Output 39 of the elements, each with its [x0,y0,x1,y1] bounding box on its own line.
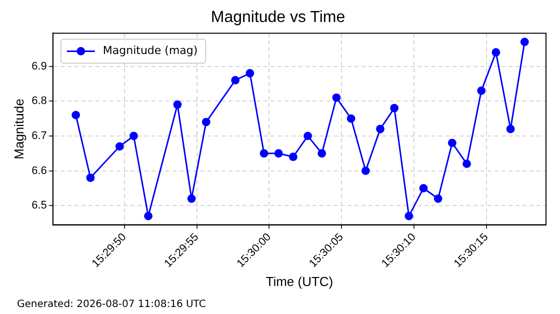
x-axis-title: Time (UTC) [266,274,334,289]
point [390,104,399,112]
point [346,114,356,123]
chart-title: Magnitude vs Time [210,9,346,26]
point [332,93,341,102]
point [173,100,182,109]
point [318,149,326,158]
point [129,132,138,140]
text: Generated: 2026-08-07 11:08:16 UTC [17,299,206,310]
point [506,124,515,134]
point [448,138,456,148]
point [361,166,370,175]
y-tick-label: 6.6 [32,164,47,177]
y-axis-title: Magnitude [11,98,26,160]
y-tick-label: 6.7 [32,130,47,142]
legend-label: Magnitude (mag) [102,44,198,58]
point [115,142,124,151]
point [404,212,414,220]
point [419,184,428,192]
y-tick-label: 6.9 [32,60,47,72]
point [187,194,196,203]
point [231,76,240,84]
point [274,149,283,158]
y-tick-label: 6.5 [32,200,47,212]
point [477,86,486,95]
point [304,132,312,140]
point [520,38,529,46]
point [288,152,298,162]
point [462,160,471,168]
point [144,212,152,220]
point [434,194,442,203]
point [492,48,500,57]
point [246,69,254,78]
point [72,110,80,120]
point [86,174,95,182]
y-tick-label: 6.8 [32,95,47,108]
point [260,149,268,158]
point [376,124,384,134]
point [202,118,210,126]
